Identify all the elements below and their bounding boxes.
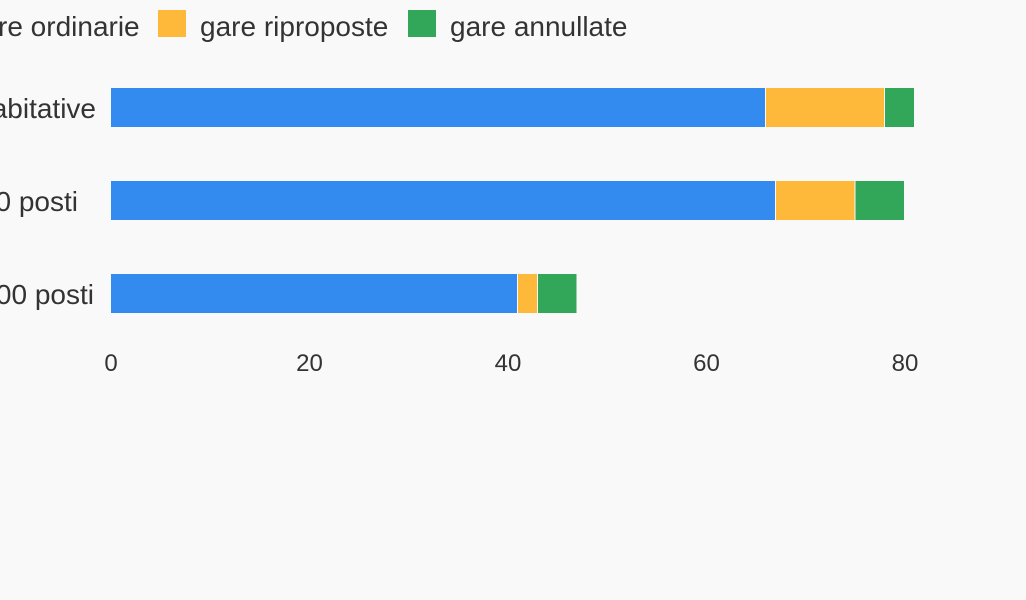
category-label-1: abitative (0, 93, 96, 124)
bar-3-series-3[interactable] (537, 274, 577, 313)
legend-label-3: gare annullate (450, 11, 627, 42)
bar-3-series-2[interactable] (517, 274, 537, 313)
legend-swatch-3 (408, 10, 436, 37)
category-labels: abitative 0 posti 00 posti (0, 93, 96, 310)
x-tick-label-2: 20 (296, 350, 323, 377)
x-tick-label-1: 0 (104, 350, 117, 377)
bar-2-series-3[interactable] (855, 181, 905, 220)
legend-swatch-2 (158, 10, 186, 37)
bar-1-series-1[interactable] (111, 88, 766, 127)
category-label-2: 0 posti (0, 186, 78, 217)
x-tick-label-3: 40 (495, 350, 522, 377)
bar-2-series-1[interactable] (111, 181, 775, 220)
x-tick-label-5: 80 (892, 350, 919, 377)
legend-label-1: re ordinarie (0, 11, 140, 42)
x-axis-ticks: 0 20 40 60 80 (104, 350, 918, 377)
legend-label-2: gare riproposte (200, 11, 388, 42)
bar-1-series-2[interactable] (766, 88, 885, 127)
x-tick-label-4: 60 (693, 350, 720, 377)
chart-bars (111, 88, 914, 313)
chart-legend: re ordinarie gare riproposte gare annullat… (0, 10, 627, 42)
bar-2-series-2[interactable] (775, 181, 855, 220)
bar-3-series-1[interactable] (111, 274, 517, 313)
category-label-3: 00 posti (0, 279, 94, 310)
bar-1-series-3[interactable] (885, 88, 914, 127)
